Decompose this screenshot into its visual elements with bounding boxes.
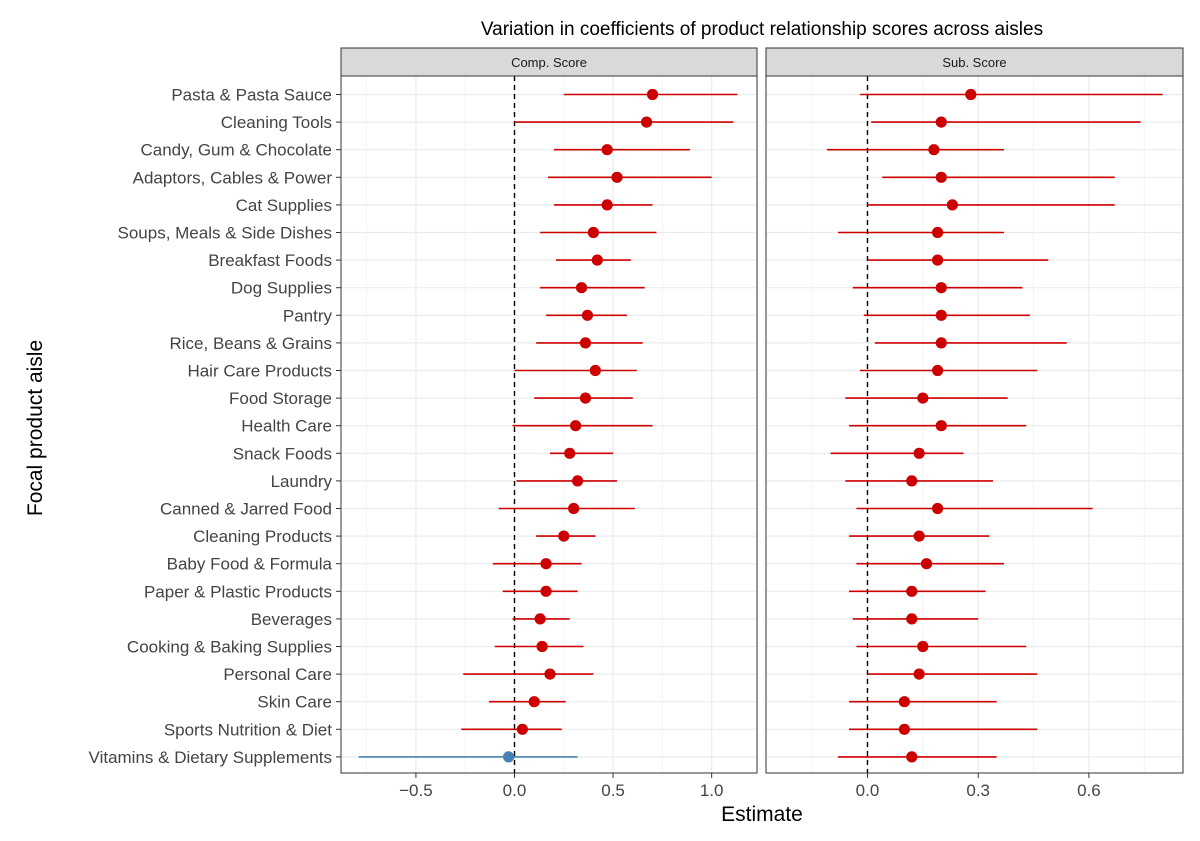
category-label: Cooking & Baking Supplies xyxy=(127,638,332,657)
category-label: Baby Food & Formula xyxy=(167,555,333,574)
estimate-point xyxy=(913,447,925,459)
category-label: Beverages xyxy=(251,610,332,629)
category-label: Adaptors, Cables & Power xyxy=(133,168,333,187)
facet-strip xyxy=(340,47,758,77)
category-label: Personal Care xyxy=(223,665,332,684)
category-label: Snack Foods xyxy=(233,444,332,463)
category-label: Vitamins & Dietary Supplements xyxy=(89,748,332,767)
estimate-point xyxy=(601,144,613,156)
estimate-point xyxy=(935,420,947,432)
panels-group: Comp. Score −0.5 0.0 0.5 1.0 Sub. Score 0.0 0.3… xyxy=(340,47,1184,800)
estimate-point xyxy=(575,282,588,294)
estimate-point xyxy=(516,723,528,735)
estimate-point xyxy=(917,392,929,404)
estimate-point xyxy=(568,502,580,515)
estimate-point xyxy=(601,199,613,211)
category-labels: Pasta & Pasta Sauce Cleaning Tools Candy, … xyxy=(89,86,341,767)
x-tick-label: 0.3 xyxy=(966,781,990,800)
estimate-point xyxy=(906,751,918,763)
estimate-point xyxy=(528,696,540,708)
estimate-point xyxy=(564,447,576,459)
category-label: Dog Supplies xyxy=(231,279,332,298)
estimate-point xyxy=(931,226,944,239)
estimate-point xyxy=(536,640,548,653)
estimate-point xyxy=(931,502,944,515)
x-tick-label: −0.5 xyxy=(399,781,433,800)
estimate-point xyxy=(502,751,515,763)
category-label: Paper & Plastic Products xyxy=(144,582,332,601)
category-label: Cat Supplies xyxy=(236,196,332,215)
category-label: Laundry xyxy=(271,472,333,491)
estimate-point xyxy=(558,530,570,542)
x-axis-title: Estimate xyxy=(721,803,803,826)
category-label: Skin Care xyxy=(257,693,332,712)
x-tick-label: 0.5 xyxy=(601,781,625,800)
estimate-point xyxy=(931,254,944,266)
x-tick-label: 1.0 xyxy=(700,781,724,800)
facet-strip-label: Sub. Score xyxy=(942,55,1006,70)
estimate-point xyxy=(540,585,552,597)
estimate-point xyxy=(906,585,918,597)
estimate-point xyxy=(906,613,918,625)
chart-title: Variation in coefficients of product rel… xyxy=(481,19,1043,40)
estimate-point xyxy=(589,364,601,377)
category-label: Breakfast Foods xyxy=(208,251,332,270)
category-label: Candy, Gum & Chocolate xyxy=(141,141,333,160)
category-label: Hair Care Products xyxy=(187,362,332,381)
estimate-point xyxy=(935,116,947,128)
estimate-point xyxy=(591,254,603,266)
estimate-point xyxy=(935,282,947,294)
estimate-point xyxy=(965,88,977,101)
category-label: Cleaning Tools xyxy=(221,113,332,132)
category-label: Food Storage xyxy=(229,389,332,408)
category-label: Health Care xyxy=(241,417,332,436)
estimate-point xyxy=(570,420,582,432)
x-tick-label: 0.0 xyxy=(856,781,880,800)
estimate-point xyxy=(898,723,910,735)
category-label: Cleaning Products xyxy=(193,527,332,546)
estimate-point xyxy=(920,558,933,570)
estimate-point xyxy=(534,613,546,625)
panel-comp-score: Comp. Score −0.5 0.0 0.5 1.0 xyxy=(340,47,758,800)
category-label: Rice, Beans & Grains xyxy=(169,334,332,353)
estimate-point xyxy=(906,475,918,487)
category-label: Sports Nutrition & Diet xyxy=(164,720,332,739)
facet-strip xyxy=(765,47,1184,77)
estimate-point xyxy=(587,226,599,239)
panel-border xyxy=(340,75,758,774)
estimate-point xyxy=(946,199,958,211)
category-label: Pasta & Pasta Sauce xyxy=(171,86,332,105)
x-tick-label: 0.0 xyxy=(503,781,527,800)
x-tick-label: 0.6 xyxy=(1077,781,1101,800)
estimate-point xyxy=(571,475,584,487)
category-label: Canned & Jarred Food xyxy=(160,500,332,519)
estimate-point xyxy=(913,668,925,680)
estimate-point xyxy=(540,558,552,570)
estimate-point xyxy=(579,392,592,404)
category-label: Pantry xyxy=(283,306,333,325)
estimate-point xyxy=(935,171,947,183)
estimate-point xyxy=(611,171,623,183)
estimate-point xyxy=(931,364,944,377)
estimate-point xyxy=(544,668,556,680)
estimate-point xyxy=(928,144,940,156)
y-axis-title: Focal product aisle xyxy=(24,340,47,516)
category-label: Soups, Meals & Side Dishes xyxy=(118,224,333,243)
panel-sub-score: Sub. Score 0.0 0.3 0.6 xyxy=(765,47,1184,800)
estimate-point xyxy=(917,640,929,653)
estimate-point xyxy=(579,337,592,349)
plot-area xyxy=(341,76,757,773)
estimate-point xyxy=(913,530,925,542)
estimate-point xyxy=(646,88,659,101)
estimate-point xyxy=(898,696,910,708)
estimate-point xyxy=(935,337,947,349)
estimate-point xyxy=(935,309,947,321)
estimate-point xyxy=(581,309,594,321)
facet-strip-label: Comp. Score xyxy=(511,55,587,70)
estimate-point xyxy=(640,116,653,128)
plot-area xyxy=(766,76,1183,773)
panel-border xyxy=(765,75,1184,774)
